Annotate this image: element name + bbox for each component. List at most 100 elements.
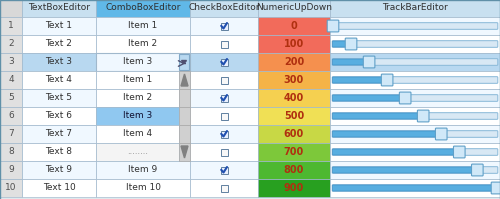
- FancyBboxPatch shape: [327, 20, 339, 32]
- Text: Text 10: Text 10: [42, 183, 76, 192]
- FancyBboxPatch shape: [332, 23, 498, 29]
- FancyBboxPatch shape: [332, 41, 351, 47]
- Bar: [258, 107, 330, 125]
- Text: Item 1: Item 1: [128, 21, 158, 30]
- Text: Text 4: Text 4: [46, 75, 72, 85]
- Bar: [96, 161, 190, 179]
- Text: Item 9: Item 9: [128, 166, 158, 175]
- Bar: [179, 107, 190, 125]
- Text: Item 3: Item 3: [123, 58, 152, 66]
- Text: 300: 300: [284, 75, 304, 85]
- Bar: [179, 71, 190, 89]
- Bar: [258, 0, 330, 17]
- Bar: [220, 76, 228, 84]
- Bar: [220, 59, 228, 65]
- Bar: [258, 161, 330, 179]
- Bar: [22, 107, 96, 125]
- Bar: [190, 0, 258, 17]
- FancyBboxPatch shape: [332, 41, 498, 47]
- FancyBboxPatch shape: [332, 59, 498, 65]
- Text: 0: 0: [290, 21, 298, 31]
- Text: 6: 6: [8, 111, 14, 121]
- Bar: [179, 125, 190, 143]
- Bar: [96, 35, 190, 53]
- Bar: [258, 179, 330, 197]
- Bar: [22, 0, 96, 17]
- Bar: [330, 107, 500, 125]
- Text: Item 10: Item 10: [126, 183, 160, 192]
- FancyBboxPatch shape: [364, 56, 375, 68]
- FancyBboxPatch shape: [332, 185, 498, 191]
- Text: 500: 500: [284, 111, 304, 121]
- Polygon shape: [181, 146, 188, 158]
- Bar: [96, 125, 179, 143]
- FancyBboxPatch shape: [436, 128, 447, 140]
- Text: Text 5: Text 5: [46, 94, 72, 102]
- Bar: [190, 71, 258, 89]
- Bar: [179, 54, 189, 70]
- Text: 800: 800: [284, 165, 304, 175]
- Bar: [96, 0, 190, 17]
- Text: 3: 3: [8, 58, 14, 66]
- Bar: [258, 17, 330, 35]
- Bar: [0, 107, 22, 125]
- Bar: [96, 89, 179, 107]
- Bar: [96, 179, 190, 197]
- Bar: [190, 17, 258, 35]
- Bar: [330, 125, 500, 143]
- Bar: [220, 41, 228, 48]
- Bar: [0, 17, 22, 35]
- Bar: [330, 89, 500, 107]
- FancyBboxPatch shape: [472, 164, 483, 176]
- Bar: [22, 17, 96, 35]
- Text: Item 2: Item 2: [123, 94, 152, 102]
- Bar: [220, 22, 228, 29]
- Text: Text 2: Text 2: [46, 39, 72, 49]
- Bar: [96, 53, 190, 71]
- Bar: [220, 167, 228, 174]
- Bar: [330, 161, 500, 179]
- Bar: [330, 143, 500, 161]
- FancyBboxPatch shape: [332, 131, 498, 137]
- Bar: [330, 0, 500, 17]
- Text: 600: 600: [284, 129, 304, 139]
- FancyBboxPatch shape: [418, 110, 429, 122]
- Bar: [258, 53, 330, 71]
- Bar: [220, 112, 228, 120]
- Bar: [330, 17, 500, 35]
- Bar: [258, 125, 330, 143]
- FancyBboxPatch shape: [345, 38, 357, 50]
- Text: 900: 900: [284, 183, 304, 193]
- Bar: [330, 35, 500, 53]
- Bar: [330, 71, 500, 89]
- FancyBboxPatch shape: [332, 59, 370, 65]
- Text: 100: 100: [284, 39, 304, 49]
- Text: 4: 4: [8, 75, 14, 85]
- Bar: [220, 148, 228, 155]
- Bar: [96, 17, 190, 35]
- Text: 1: 1: [8, 21, 14, 30]
- FancyBboxPatch shape: [332, 77, 498, 83]
- Text: 7: 7: [8, 130, 14, 139]
- FancyBboxPatch shape: [454, 146, 465, 158]
- Text: Item 2: Item 2: [128, 39, 158, 49]
- Bar: [190, 161, 258, 179]
- Bar: [0, 179, 22, 197]
- FancyBboxPatch shape: [332, 113, 424, 119]
- Bar: [330, 53, 500, 71]
- Text: Text 7: Text 7: [46, 130, 72, 139]
- Bar: [0, 53, 22, 71]
- Bar: [258, 71, 330, 89]
- FancyBboxPatch shape: [332, 77, 388, 83]
- Text: 200: 200: [284, 57, 304, 67]
- Bar: [96, 71, 179, 89]
- Text: ........: ........: [127, 147, 148, 156]
- Bar: [190, 107, 258, 125]
- FancyBboxPatch shape: [332, 167, 478, 173]
- Bar: [22, 161, 96, 179]
- Bar: [190, 143, 258, 161]
- Text: 700: 700: [284, 147, 304, 157]
- Bar: [22, 71, 96, 89]
- FancyBboxPatch shape: [332, 167, 498, 173]
- Bar: [0, 143, 22, 161]
